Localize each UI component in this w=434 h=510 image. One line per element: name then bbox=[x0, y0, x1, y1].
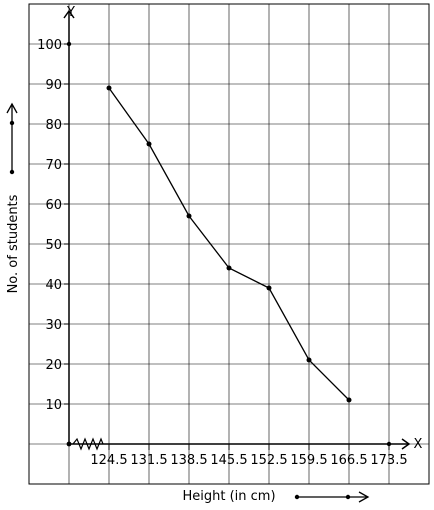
data-point bbox=[146, 141, 152, 147]
x-tick-label: 166.5 bbox=[330, 453, 367, 468]
y-tick-label: 30 bbox=[45, 318, 62, 333]
axes bbox=[63, 9, 411, 451]
x-tick-label: 173.5 bbox=[370, 453, 407, 468]
data-point bbox=[306, 357, 312, 363]
series bbox=[106, 85, 352, 403]
tick-labels: 10 20 30 40 50 60 70 80 90 100 124.5 131.5 138.5 145.… bbox=[37, 38, 407, 468]
y-axis-letter: Y bbox=[66, 5, 75, 20]
data-point bbox=[226, 265, 232, 271]
axis-break-zigzag bbox=[72, 437, 104, 451]
y-axis-title: No. of students bbox=[6, 194, 21, 293]
data-point bbox=[266, 285, 272, 291]
grid bbox=[29, 4, 429, 484]
x-tick-label: 159.5 bbox=[290, 453, 327, 468]
y-axis-arrowhead bbox=[63, 9, 75, 19]
x-axis-arrowhead bbox=[401, 438, 411, 450]
y-direction-arrow bbox=[6, 102, 18, 175]
x-tick-label: 152.5 bbox=[250, 453, 287, 468]
x-axis-title: Height (in cm) bbox=[182, 489, 275, 504]
data-point bbox=[346, 397, 352, 403]
y-tick-label: 50 bbox=[45, 238, 62, 253]
x-tick-label: 145.5 bbox=[210, 453, 247, 468]
x-tick-label: 131.5 bbox=[130, 453, 167, 468]
origin-point bbox=[66, 441, 72, 447]
data-point bbox=[106, 85, 112, 91]
y-tick-label: 100 bbox=[37, 38, 62, 53]
y-tick-label: 70 bbox=[45, 158, 62, 173]
y-tick-label: 40 bbox=[45, 278, 62, 293]
x-axis-letter: X bbox=[414, 437, 423, 452]
data-point bbox=[186, 213, 192, 219]
y-tick-label: 20 bbox=[45, 358, 62, 373]
x-tick-label: 124.5 bbox=[90, 453, 127, 468]
x-tick-label: 138.5 bbox=[170, 453, 207, 468]
x-direction-arrow bbox=[294, 491, 370, 503]
y-tick-label: 80 bbox=[45, 118, 62, 133]
y-tick-label: 10 bbox=[45, 398, 62, 413]
y-tick-label: 60 bbox=[45, 198, 62, 213]
y-tick-label: 90 bbox=[45, 78, 62, 93]
